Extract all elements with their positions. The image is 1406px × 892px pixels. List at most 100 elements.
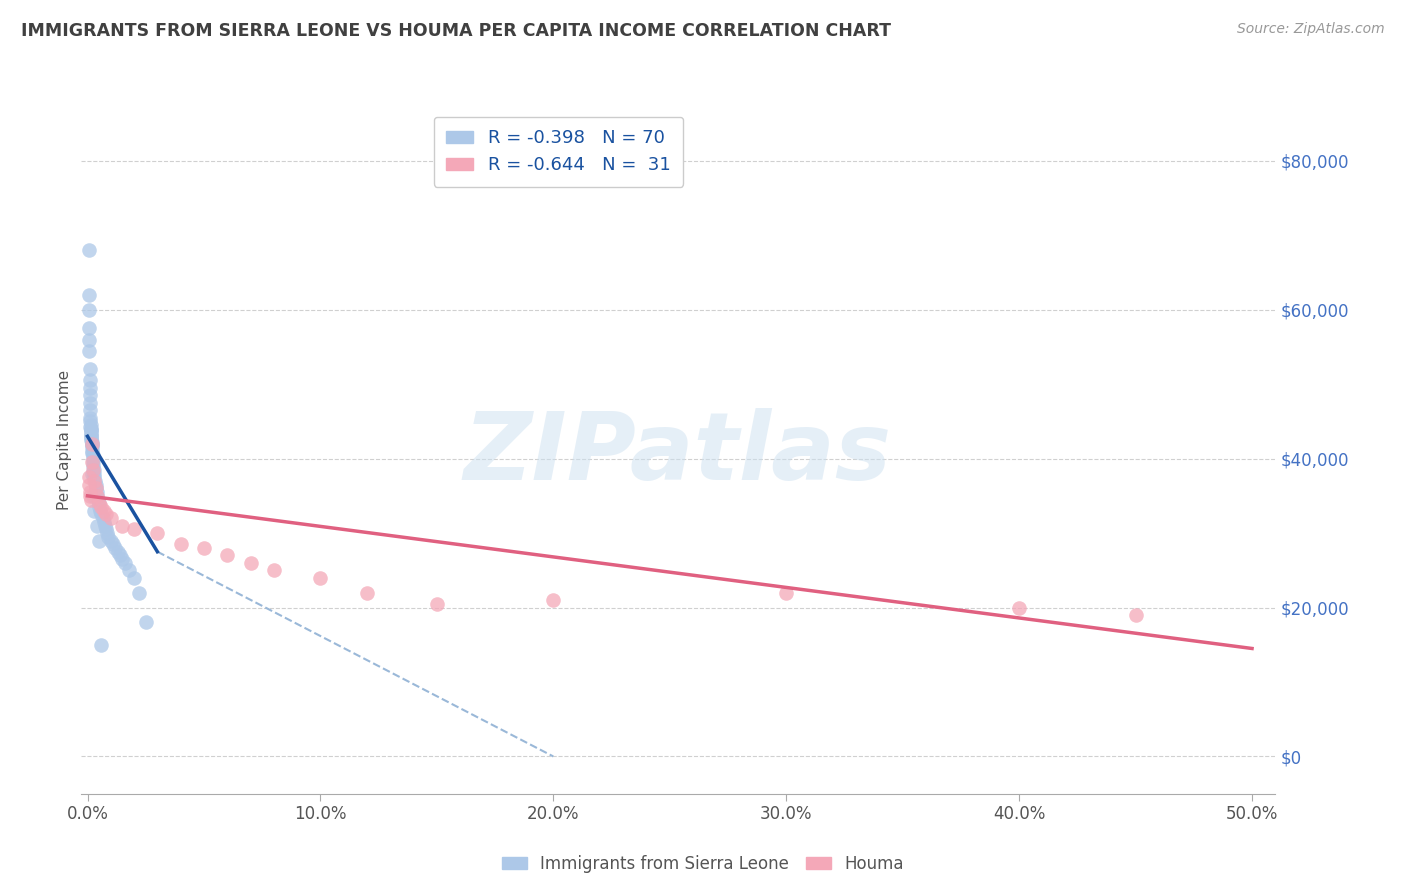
- Point: [169, 537, 191, 551]
- Point: [108, 549, 131, 563]
- Point: [128, 585, 150, 599]
- Point: [80, 467, 103, 481]
- Text: Source: ZipAtlas.com: Source: ZipAtlas.com: [1237, 22, 1385, 37]
- Point: [97, 530, 120, 544]
- Point: [79, 410, 101, 425]
- Point: [82, 455, 104, 469]
- Point: [80, 435, 103, 450]
- Point: [90, 508, 112, 522]
- Point: [114, 556, 136, 570]
- Point: [86, 489, 108, 503]
- Point: [93, 515, 115, 529]
- Point: [87, 492, 110, 507]
- Point: [90, 638, 112, 652]
- Point: [77, 243, 100, 257]
- Point: [80, 436, 103, 450]
- Point: [118, 563, 141, 577]
- Point: [79, 489, 101, 503]
- Legend: R = -0.398   N = 70, R = -0.644   N =  31: R = -0.398 N = 70, R = -0.644 N = 31: [433, 117, 683, 187]
- Point: [82, 455, 104, 469]
- Point: [90, 500, 112, 514]
- Point: [82, 451, 104, 466]
- Text: IMMIGRANTS FROM SIERRA LEONE VS HOUMA PER CAPITA INCOME CORRELATION CHART: IMMIGRANTS FROM SIERRA LEONE VS HOUMA PE…: [21, 22, 891, 40]
- Point: [193, 541, 215, 555]
- Point: [96, 526, 118, 541]
- Point: [1008, 600, 1031, 615]
- Point: [111, 552, 134, 566]
- Point: [100, 533, 122, 548]
- Point: [84, 474, 107, 488]
- Point: [79, 343, 101, 358]
- Point: [543, 593, 565, 607]
- Point: [263, 563, 285, 577]
- Point: [104, 541, 127, 555]
- Point: [217, 549, 239, 563]
- Point: [82, 459, 104, 474]
- Point: [83, 474, 105, 488]
- Point: [79, 403, 101, 417]
- Point: [80, 425, 103, 440]
- Point: [79, 422, 101, 436]
- Point: [80, 427, 103, 442]
- Point: [82, 444, 104, 458]
- Point: [82, 448, 104, 462]
- Point: [77, 302, 100, 317]
- Point: [426, 597, 449, 611]
- Point: [84, 477, 107, 491]
- Text: ZIPatlas: ZIPatlas: [464, 409, 891, 500]
- Point: [83, 470, 105, 484]
- Point: [79, 420, 101, 434]
- Point: [79, 362, 101, 376]
- Point: [86, 489, 108, 503]
- Point: [94, 518, 117, 533]
- Legend: Immigrants from Sierra Leone, Houma: Immigrants from Sierra Leone, Houma: [495, 848, 911, 880]
- Point: [79, 381, 101, 395]
- Point: [79, 485, 101, 500]
- Point: [79, 333, 101, 347]
- Point: [86, 482, 108, 496]
- Point: [94, 522, 117, 536]
- Point: [93, 504, 115, 518]
- Point: [80, 429, 103, 443]
- Point: [80, 436, 103, 450]
- Point: [80, 438, 103, 452]
- Point: [1125, 607, 1147, 622]
- Point: [239, 556, 262, 570]
- Point: [80, 492, 103, 507]
- Point: [86, 518, 108, 533]
- Point: [86, 485, 108, 500]
- Point: [80, 433, 103, 447]
- Point: [89, 533, 111, 548]
- Point: [82, 463, 104, 477]
- Point: [80, 423, 103, 437]
- Point: [94, 508, 117, 522]
- Point: [775, 585, 797, 599]
- Point: [79, 414, 101, 428]
- Point: [79, 374, 101, 388]
- Point: [82, 441, 104, 455]
- Point: [89, 504, 111, 518]
- Point: [89, 496, 111, 510]
- Point: [82, 445, 104, 459]
- Point: [79, 396, 101, 410]
- Point: [356, 585, 378, 599]
- Point: [80, 423, 103, 437]
- Point: [79, 388, 101, 402]
- Point: [77, 477, 100, 491]
- Point: [122, 522, 145, 536]
- Point: [83, 467, 105, 481]
- Point: [80, 431, 103, 445]
- Point: [83, 463, 105, 477]
- Point: [83, 504, 105, 518]
- Point: [101, 537, 124, 551]
- Point: [79, 418, 101, 433]
- Point: [89, 500, 111, 514]
- Point: [135, 615, 157, 630]
- Point: [84, 482, 107, 496]
- Point: [107, 544, 129, 558]
- Point: [77, 321, 100, 335]
- Point: [87, 496, 110, 510]
- Point: [100, 511, 122, 525]
- Point: [111, 518, 134, 533]
- Point: [91, 511, 114, 525]
